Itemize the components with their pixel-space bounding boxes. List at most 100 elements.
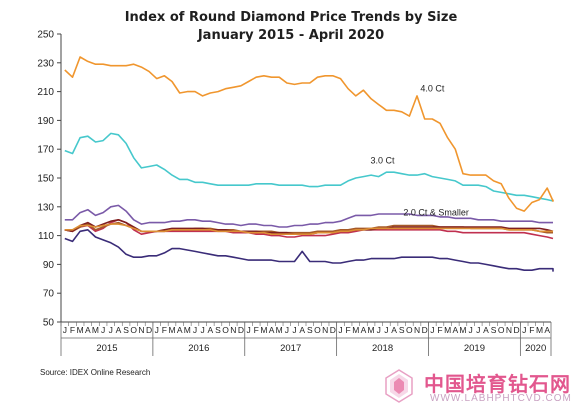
month-label: A xyxy=(269,325,275,335)
month-label: J xyxy=(430,325,434,335)
month-label: M xyxy=(92,325,99,335)
year-label: 2020 xyxy=(525,343,546,354)
y-tick-label: 230 xyxy=(37,58,54,69)
year-label: 2017 xyxy=(280,343,301,354)
y-tick-label: 50 xyxy=(43,318,55,329)
month-label: J xyxy=(522,325,526,335)
month-label: S xyxy=(491,325,497,335)
month-label: J xyxy=(193,325,197,335)
year-label: 2016 xyxy=(188,343,209,354)
month-label: S xyxy=(399,325,405,335)
month-label: D xyxy=(513,325,519,335)
month-label: J xyxy=(101,325,105,335)
month-label: O xyxy=(498,325,505,335)
month-label: N xyxy=(138,325,144,335)
watermark-logo-icon xyxy=(385,369,413,403)
y-tick-label: 170 xyxy=(37,145,54,156)
series-layer xyxy=(64,56,554,272)
month-label: A xyxy=(452,325,458,335)
series-line xyxy=(64,56,554,212)
y-tick-label: 110 xyxy=(38,231,54,242)
month-label: A xyxy=(544,325,550,335)
month-label: J xyxy=(338,325,342,335)
month-label: A xyxy=(85,325,91,335)
month-label: F xyxy=(346,325,351,335)
month-label: A xyxy=(361,325,367,335)
year-label: 2015 xyxy=(96,343,117,354)
month-label: A xyxy=(207,325,213,335)
month-label: D xyxy=(238,325,244,335)
month-label: J xyxy=(384,325,388,335)
month-label: J xyxy=(285,325,289,335)
series-line xyxy=(64,219,554,240)
y-tick-label: 70 xyxy=(43,289,55,300)
series-label-layer: 2.0 Ct & Smaller 3.0 Ct 4.0 Ct xyxy=(371,84,469,218)
month-label: J xyxy=(201,325,205,335)
month-label: J xyxy=(246,325,250,335)
y-tick-label: 90 xyxy=(43,260,55,271)
month-label: F xyxy=(254,325,259,335)
month-label: J xyxy=(377,325,381,335)
month-label: M xyxy=(368,325,375,335)
y-tick-label: 190 xyxy=(37,116,54,127)
month-label: F xyxy=(162,325,167,335)
year-label: 2018 xyxy=(372,343,393,354)
month-label: F xyxy=(437,325,442,335)
month-label: J xyxy=(468,325,472,335)
month-label: S xyxy=(123,325,129,335)
month-label: M xyxy=(276,325,283,335)
month-label: A xyxy=(391,325,397,335)
chart-subtitle: January 2015 - April 2020 xyxy=(197,28,385,43)
month-label: A xyxy=(177,325,183,335)
month-label: J xyxy=(155,325,159,335)
y-tick-label: 250 xyxy=(37,30,54,41)
watermark-text: 中国培育钻石网 xyxy=(424,372,571,396)
month-label: M xyxy=(168,325,175,335)
month-label: F xyxy=(70,325,75,335)
month-label: O xyxy=(314,325,321,335)
watermark: 中国培育钻石网 WWW.LABHPHTCVD.COM xyxy=(376,368,582,407)
series-label: 4.0 Ct xyxy=(420,84,445,94)
month-label: F xyxy=(529,325,534,335)
month-label: J xyxy=(476,325,480,335)
month-label: S xyxy=(215,325,221,335)
month-label: D xyxy=(330,325,336,335)
month-label: A xyxy=(299,325,305,335)
month-label: J xyxy=(292,325,296,335)
y-tick-label: 210 xyxy=(37,87,54,98)
month-label: J xyxy=(63,325,67,335)
month-label: A xyxy=(116,325,122,335)
series-line xyxy=(64,223,553,235)
chart-title: Index of Round Diamond Price Trends by S… xyxy=(124,10,458,25)
month-label: N xyxy=(322,325,328,335)
series-label: 3.0 Ct xyxy=(371,156,396,166)
month-label: O xyxy=(222,325,229,335)
month-label: N xyxy=(506,325,512,335)
y-tick-label: 130 xyxy=(37,202,54,213)
series-line xyxy=(64,229,554,272)
month-label: M xyxy=(352,325,359,335)
source-note: Source: IDEX Online Research xyxy=(40,368,151,377)
month-label: D xyxy=(422,325,428,335)
month-label: M xyxy=(459,325,466,335)
month-label: O xyxy=(406,325,413,335)
year-label: 2019 xyxy=(464,343,485,354)
chart-title-block: Index of Round Diamond Price Trends by S… xyxy=(0,9,582,45)
month-label: M xyxy=(77,325,84,335)
month-label: M xyxy=(184,325,191,335)
series-line xyxy=(64,204,553,228)
series-line xyxy=(64,132,554,202)
month-label: D xyxy=(146,325,152,335)
watermark-url: WWW.LABHPHTCVD.COM xyxy=(430,393,572,404)
month-label: A xyxy=(483,325,489,335)
month-label: S xyxy=(307,325,313,335)
month-label: J xyxy=(109,325,113,335)
month-label: O xyxy=(130,325,137,335)
month-label: M xyxy=(444,325,451,335)
month-label: M xyxy=(536,325,543,335)
month-label: N xyxy=(414,325,420,335)
month-label: N xyxy=(230,325,236,335)
y-tick-label: 150 xyxy=(37,174,54,185)
